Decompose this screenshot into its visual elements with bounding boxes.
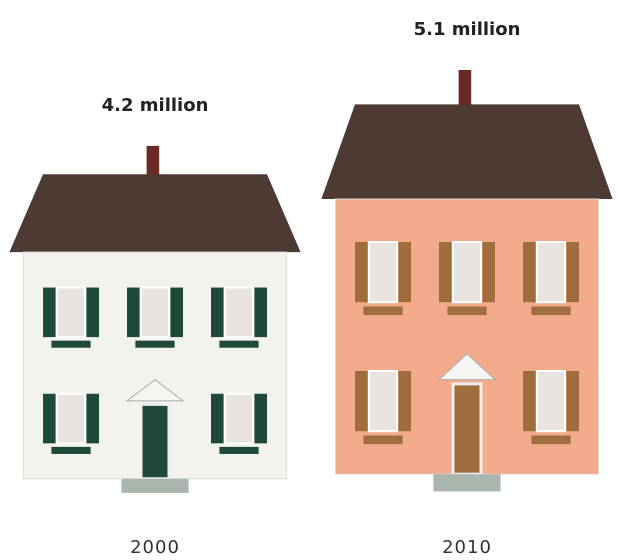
shutter <box>439 242 452 303</box>
roof <box>9 174 301 253</box>
window-box <box>363 435 403 445</box>
shutter <box>566 371 579 432</box>
value-label: 5.1 million <box>414 19 521 40</box>
shutter <box>43 393 56 444</box>
window <box>536 370 566 433</box>
window <box>224 286 254 339</box>
shutter <box>398 242 411 303</box>
window <box>140 286 170 339</box>
value-label: 4.2 million <box>102 95 209 116</box>
pediment <box>125 378 185 402</box>
category-label: 2010 <box>442 537 492 558</box>
window-box <box>531 435 571 445</box>
window <box>56 392 86 445</box>
window-box <box>51 340 91 348</box>
roof <box>321 104 613 199</box>
window <box>452 241 482 304</box>
shutter <box>254 287 267 338</box>
window-box <box>219 340 259 348</box>
window-box <box>363 306 403 316</box>
shutter <box>398 371 411 432</box>
window <box>536 241 566 304</box>
shutter <box>254 393 267 444</box>
window-box <box>51 446 91 454</box>
house <box>321 70 613 492</box>
shutter <box>211 393 224 444</box>
window-box <box>219 446 259 454</box>
window-box <box>135 340 175 348</box>
shutter <box>170 287 183 338</box>
door <box>451 382 483 476</box>
window-box <box>447 306 487 316</box>
chimney <box>458 70 472 113</box>
shutter <box>523 242 536 303</box>
shutter <box>86 393 99 444</box>
pediment <box>437 353 497 381</box>
shutter <box>355 242 368 303</box>
shutter <box>43 287 56 338</box>
window <box>368 370 398 433</box>
window <box>56 286 86 339</box>
window <box>368 241 398 304</box>
window-box <box>531 306 571 316</box>
category-label: 2000 <box>130 537 180 558</box>
house <box>9 145 301 493</box>
shutter <box>355 371 368 432</box>
door <box>139 402 171 481</box>
window <box>224 392 254 445</box>
chimney <box>146 145 160 182</box>
shutter <box>523 371 536 432</box>
shutter <box>566 242 579 303</box>
shutter <box>127 287 140 338</box>
steps <box>433 474 501 492</box>
shutter <box>482 242 495 303</box>
shutter <box>86 287 99 338</box>
steps <box>121 478 189 493</box>
shutter <box>211 287 224 338</box>
